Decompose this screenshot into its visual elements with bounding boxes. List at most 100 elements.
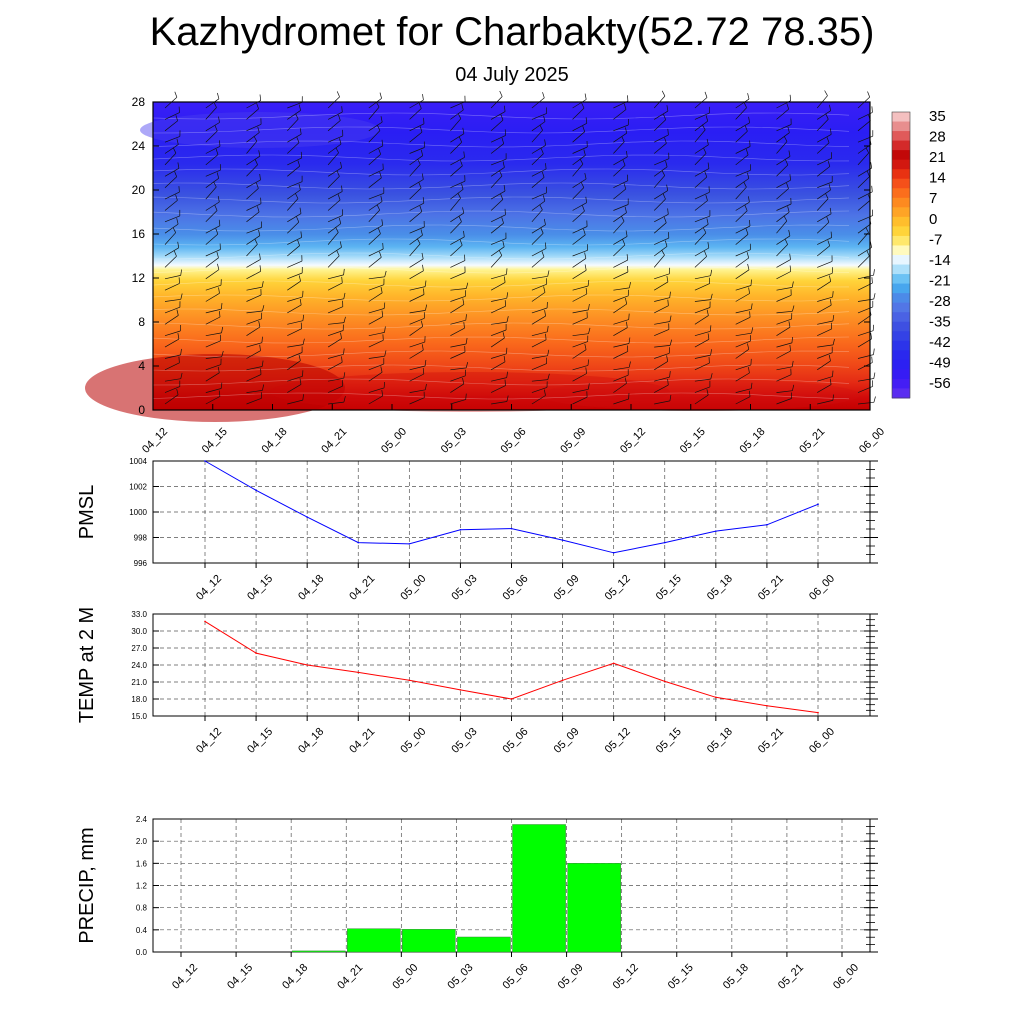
wind-barb	[287, 221, 300, 234]
pmsl-x-tick-label: 04_21	[347, 573, 377, 603]
wind-barb-flag	[420, 320, 424, 327]
colorbar-swatch	[892, 359, 910, 370]
wind-barb-flag	[261, 360, 264, 367]
wind-barb	[694, 215, 711, 223]
wind-barb	[817, 360, 831, 371]
wind-barb	[368, 153, 381, 166]
wind-barb-flag	[705, 115, 709, 122]
wind-barb	[694, 191, 710, 200]
wind-barb-flag	[707, 333, 710, 340]
wind-barb-flag	[380, 195, 383, 202]
wind-barb	[531, 209, 543, 223]
temp-y-tick-label: 30.0	[131, 627, 147, 636]
wind-barb-flag	[705, 194, 708, 201]
pmsl-y-tick-label: 1002	[129, 483, 147, 492]
pmsl-x-tick-label: 05_09	[552, 573, 582, 603]
wind-barb-flag	[422, 367, 425, 375]
wind-barb	[613, 212, 627, 223]
wind-barb	[531, 113, 547, 120]
colorbar-swatch	[892, 350, 910, 361]
wind-barb	[368, 177, 382, 188]
wind-barb	[613, 221, 625, 234]
wind-barb	[368, 98, 382, 109]
wind-barb	[327, 306, 343, 314]
wind-barb-flag	[461, 104, 464, 111]
colorbar-frame	[891, 111, 911, 399]
wind-barb	[654, 134, 669, 143]
wind-barb-flag	[626, 254, 629, 261]
wind-barb	[490, 222, 504, 234]
wind-barb	[246, 108, 259, 120]
wind-barb-flag	[786, 182, 789, 189]
wind-barb	[817, 134, 832, 143]
heatmap-x-tick-label: 04_12	[140, 426, 170, 456]
wind-barb-flag	[663, 216, 667, 223]
wind-barb	[572, 293, 587, 302]
colorbar-label: 21	[929, 149, 946, 166]
wind-barb	[653, 143, 667, 154]
wind-barb-flag	[298, 184, 301, 190]
wind-barb	[246, 350, 261, 359]
wind-barb	[654, 281, 669, 291]
wind-barb	[205, 201, 220, 211]
wind-barb	[164, 120, 178, 132]
wind-barb	[572, 373, 587, 382]
wind-barb	[205, 107, 217, 120]
wind-barb	[327, 167, 342, 177]
wind-barb-flag	[543, 286, 546, 293]
wind-barb-flag	[463, 322, 465, 329]
wind-barb	[735, 225, 751, 234]
wind-barb-flag	[259, 265, 262, 272]
wind-barb	[368, 121, 383, 132]
wind-barb	[490, 329, 507, 337]
wind-barb	[246, 390, 263, 393]
contour-line	[152, 266, 850, 274]
wind-barb-flag	[584, 93, 587, 100]
wind-barb	[246, 397, 262, 405]
wind-barb	[327, 282, 343, 291]
wind-barb-flag	[789, 174, 791, 181]
colorbar-swatch	[892, 378, 910, 389]
wind-barb-flag	[588, 327, 591, 334]
wind-barb-flag	[506, 395, 509, 402]
wind-barb	[735, 107, 747, 120]
contour-line	[152, 336, 850, 344]
temp-point	[306, 664, 308, 666]
wind-barb	[328, 322, 345, 325]
contour-line	[152, 140, 850, 148]
pmsl-x-tick-label: 05_03	[449, 573, 479, 603]
wind-barb-flag	[628, 282, 631, 288]
precip-y-tick-label: 0.8	[136, 904, 148, 913]
wind-barb-flag	[296, 136, 300, 143]
wind-barb	[572, 163, 584, 177]
wind-barb	[857, 274, 874, 280]
wind-barb	[817, 352, 833, 359]
wind-barb	[490, 255, 503, 268]
wind-barb-flag	[343, 316, 346, 323]
wind-barb-flag	[336, 170, 340, 177]
wind-barb	[490, 353, 507, 359]
wind-barb	[613, 188, 627, 200]
wind-barb	[817, 189, 831, 200]
wind-barb-flag	[378, 148, 382, 155]
wind-barb	[287, 320, 303, 325]
wind-barb	[735, 146, 751, 154]
contour-line	[152, 364, 850, 372]
wind-barb	[327, 232, 339, 245]
pmsl-x-tick-label: 05_12	[603, 573, 633, 603]
wind-barb	[531, 168, 547, 177]
wind-barb	[490, 361, 506, 371]
wind-barb-flag	[667, 128, 669, 135]
wind-barb	[531, 121, 546, 132]
pmsl-y-tick-label: 1004	[129, 457, 147, 466]
wind-barb	[287, 384, 302, 393]
heatmap-x-tick-label: 05_06	[499, 426, 529, 456]
wind-barb	[776, 366, 793, 371]
wind-barb	[776, 287, 793, 291]
wind-barb	[368, 332, 385, 337]
wind-barb-flag	[299, 378, 302, 385]
wind-barb	[816, 245, 830, 257]
wind-barb-flag	[254, 159, 258, 165]
wind-barb	[654, 305, 669, 314]
wind-barb-flag	[707, 242, 710, 249]
